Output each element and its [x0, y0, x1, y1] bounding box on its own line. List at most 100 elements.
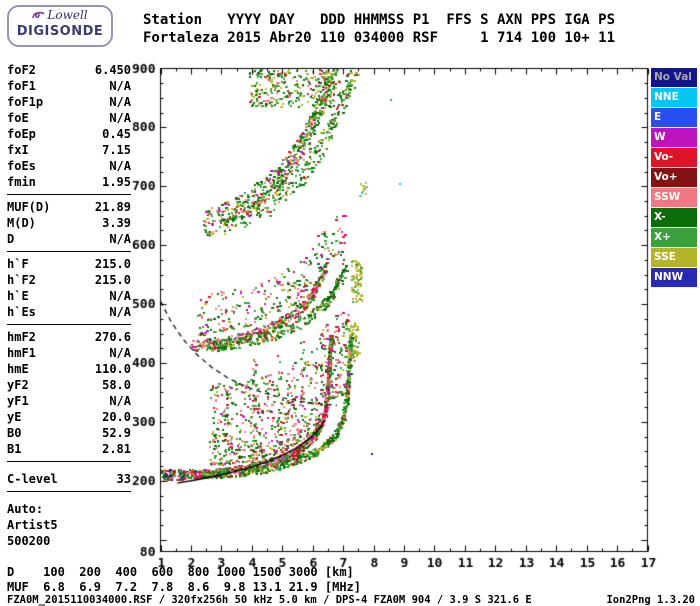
panel-separator [7, 194, 131, 195]
param-label: hmE [7, 362, 29, 376]
param-value: 20.0 [102, 410, 131, 424]
distance-row: D 100 200 400 600 800 1000 1500 3000 [km… [7, 565, 354, 579]
param-label: fmin [7, 175, 36, 189]
param-value: 33 [116, 472, 131, 486]
param-label: yE [7, 410, 22, 424]
header-line-1: Station YYYY DAY DDD HHMMSS P1 FFS S AXN… [143, 12, 616, 28]
param-value: 110.0 [94, 362, 131, 376]
param-row-clevel: C-level 33 [7, 471, 131, 487]
param-row-hmf2: hmF2 270.6 [7, 329, 131, 345]
param-value: N/A [109, 232, 131, 246]
footer: FZA0M_2015110034000.RSF / 320fx256h 50 k… [7, 594, 695, 606]
param-label: fxI [7, 143, 29, 157]
legend-item-x+: X+ [651, 228, 697, 247]
param-label: h`F [7, 257, 29, 271]
param-label: h`F2 [7, 273, 36, 287]
param-label: foF1 [7, 79, 36, 93]
parameter-panel: foF2 6.450 foF1 N/A foF1p N/A foE N/A foEp 0.45 fx… [7, 62, 131, 549]
panel-separator [7, 491, 131, 492]
auto-scaling-text: Auto: [7, 502, 44, 516]
param-row-hes: h`Es N/A [7, 304, 131, 320]
digisonde-logo: Lowell DIGISONDE [7, 5, 113, 47]
param-row-hf: h`F 215.0 [7, 256, 131, 272]
param-row-md: M(D) 3.39 [7, 215, 131, 231]
logo-lowell-text: Lowell [47, 8, 88, 22]
param-value: 3.39 [102, 216, 131, 230]
param-value: 2.81 [102, 442, 131, 456]
param-value: 7.15 [102, 143, 131, 157]
param-value: 215.0 [94, 273, 131, 287]
param-row-yf1: yF1 N/A [7, 393, 131, 409]
param-row-hf2: h`F2 215.0 [7, 272, 131, 288]
legend-item-noval: No Val [651, 68, 697, 87]
param-value: 1.95 [102, 175, 131, 189]
legend-item-nne: NNE [651, 88, 697, 107]
param-row-hmf1: hmF1 N/A [7, 345, 131, 361]
param-value: N/A [109, 95, 131, 109]
echo-classification-legend: No Val NNE E W Vo- Vo+ SSW X- X+ SSE NNW [651, 68, 697, 288]
param-row-he: h`E N/A [7, 288, 131, 304]
param-row-fof2: foF2 6.450 [7, 62, 131, 78]
param-value: N/A [109, 159, 131, 173]
logo-swirl-icon [32, 11, 45, 19]
legend-item-w: W [651, 128, 697, 147]
param-label: yF2 [7, 378, 29, 392]
param-label: MUF(D) [7, 200, 51, 214]
param-value: 0.45 [102, 127, 131, 141]
logo-digisonde-text: DIGISONDE [16, 24, 104, 39]
param-row-fmin: fmin 1.95 [7, 174, 131, 190]
param-row-fxi: fxI 7.15 [7, 142, 131, 158]
panel-separator [7, 461, 131, 462]
param-row-fof1: foF1 N/A [7, 78, 131, 94]
footer-version: Ion2Png 1.3.20 [606, 594, 695, 606]
footer-file-info: FZA0M_2015110034000.RSF / 320fx256h 50 k… [7, 594, 532, 606]
param-value: N/A [109, 394, 131, 408]
param-row-b1: B1 2.81 [7, 441, 131, 457]
param-label: B1 [7, 442, 22, 456]
legend-item-nnw: NNW [651, 268, 697, 287]
param-value: 215.0 [94, 257, 131, 271]
auto-scaling-text: 500200 [7, 534, 51, 548]
param-value: N/A [109, 111, 131, 125]
logo-lowell-row: Lowell [9, 7, 111, 23]
param-row-foep: foEp 0.45 [7, 126, 131, 142]
param-value: 6.450 [94, 63, 131, 77]
param-label: hmF2 [7, 330, 36, 344]
param-row-foe: foE N/A [7, 110, 131, 126]
param-value: N/A [109, 79, 131, 93]
auto-scaling-line: Auto: [7, 501, 131, 517]
param-value: 21.89 [94, 200, 131, 214]
legend-item-e: E [651, 108, 697, 127]
auto-scaling-line: 500200 [7, 533, 131, 549]
param-row-b0: B0 52.9 [7, 425, 131, 441]
param-row-ye: yE 20.0 [7, 409, 131, 425]
param-row-foes: foEs N/A [7, 158, 131, 174]
param-value: N/A [109, 305, 131, 319]
legend-item-ssw: SSW [651, 188, 697, 207]
param-label: foF1p [7, 95, 44, 109]
param-row-mufd: MUF(D) 21.89 [7, 199, 131, 215]
param-label: h`Es [7, 305, 36, 319]
param-label: yF1 [7, 394, 29, 408]
param-label: C-level [7, 472, 58, 486]
muf-row: MUF 6.8 6.9 7.2 7.8 8.6 9.8 13.1 21.9 [M… [7, 580, 362, 594]
param-row-yf2: yF2 58.0 [7, 377, 131, 393]
param-value: N/A [109, 346, 131, 360]
param-label: M(D) [7, 216, 36, 230]
param-label: foEp [7, 127, 36, 141]
param-row-fof1p: foF1p N/A [7, 94, 131, 110]
legend-item-sse: SSE [651, 248, 697, 267]
param-label: h`E [7, 289, 29, 303]
param-label: foE [7, 111, 29, 125]
param-row-hme: hmE 110.0 [7, 361, 131, 377]
param-label: foF2 [7, 63, 36, 77]
param-label: hmF1 [7, 346, 36, 360]
panel-separator [7, 324, 131, 325]
param-value: N/A [109, 289, 131, 303]
param-row-d: D N/A [7, 231, 131, 247]
param-label: D [7, 232, 15, 246]
param-value: 58.0 [102, 378, 131, 392]
auto-scaling-line: Artist5 [7, 517, 131, 533]
param-value: 270.6 [94, 330, 131, 344]
param-label: foEs [7, 159, 36, 173]
